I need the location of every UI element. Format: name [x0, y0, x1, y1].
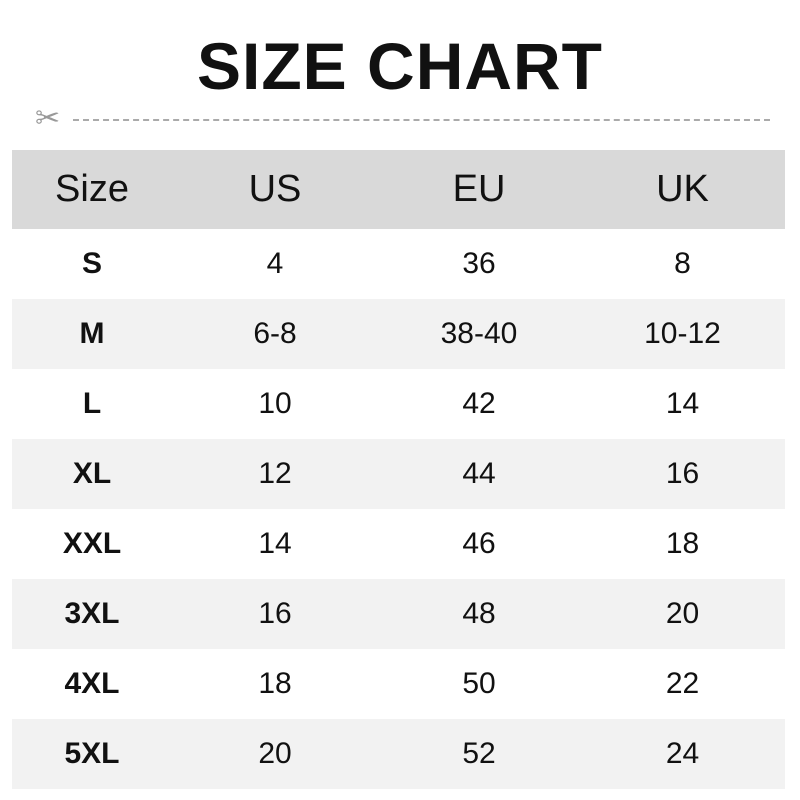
cell-size: M [79, 317, 105, 350]
cell-size: S [81, 247, 102, 280]
table-row: XL 12 44 16 [12, 439, 785, 509]
table-row: L 10 42 14 [12, 369, 785, 439]
cell-uk: 24 [665, 737, 700, 770]
table-row: XXL 14 46 18 [12, 509, 785, 579]
size-chart-table: Size US EU UK S 4 36 8 M 6-8 38-40 10-12 L 10 42 14… [12, 150, 785, 789]
cell-size: 5XL [64, 737, 120, 770]
table-row: 3XL 16 48 20 [12, 579, 785, 649]
cell-us: 16 [258, 597, 292, 630]
table-row: 5XL 20 52 24 [12, 719, 785, 789]
table-row: S 4 36 8 [12, 229, 785, 299]
cell-size: 3XL [64, 597, 120, 630]
table-header-row: Size US EU UK [12, 150, 785, 229]
cell-us: 20 [258, 737, 292, 770]
cell-eu: 42 [462, 387, 496, 420]
scissors-icon: ✂ [35, 102, 61, 135]
cell-uk: 10-12 [644, 317, 721, 350]
cell-eu: 38-40 [440, 317, 518, 350]
cell-eu: 50 [462, 667, 496, 700]
cell-size: 4XL [64, 667, 120, 700]
cell-us: 6-8 [253, 317, 297, 350]
cell-eu: 44 [462, 457, 496, 490]
cut-line: ✂ [35, 104, 770, 134]
page-title: SIZE CHART [197, 29, 603, 103]
cell-us: 12 [258, 457, 292, 490]
header-size: Size [55, 168, 129, 210]
cell-eu: 36 [462, 247, 496, 280]
cell-us: 4 [266, 247, 284, 280]
cell-uk: 8 [674, 247, 691, 280]
cell-uk: 18 [665, 527, 700, 560]
header-us: US [248, 168, 302, 210]
cell-eu: 52 [462, 737, 496, 770]
cell-uk: 22 [665, 667, 700, 700]
cell-us: 14 [258, 527, 292, 560]
table-row: 4XL 18 50 22 [12, 649, 785, 719]
cell-uk: 14 [665, 387, 700, 420]
cell-uk: 20 [665, 597, 700, 630]
cell-size: XL [72, 457, 112, 490]
cell-us: 10 [258, 387, 292, 420]
table-row: M 6-8 38-40 10-12 [12, 299, 785, 369]
cell-us: 18 [258, 667, 292, 700]
header-eu: EU [452, 168, 506, 210]
cell-size: L [82, 387, 102, 420]
cell-eu: 48 [462, 597, 496, 630]
header-uk: UK [656, 168, 709, 210]
cell-eu: 46 [462, 527, 496, 560]
cell-uk: 16 [665, 457, 700, 490]
cell-size: XXL [62, 527, 122, 560]
dashed-divider [73, 119, 770, 121]
